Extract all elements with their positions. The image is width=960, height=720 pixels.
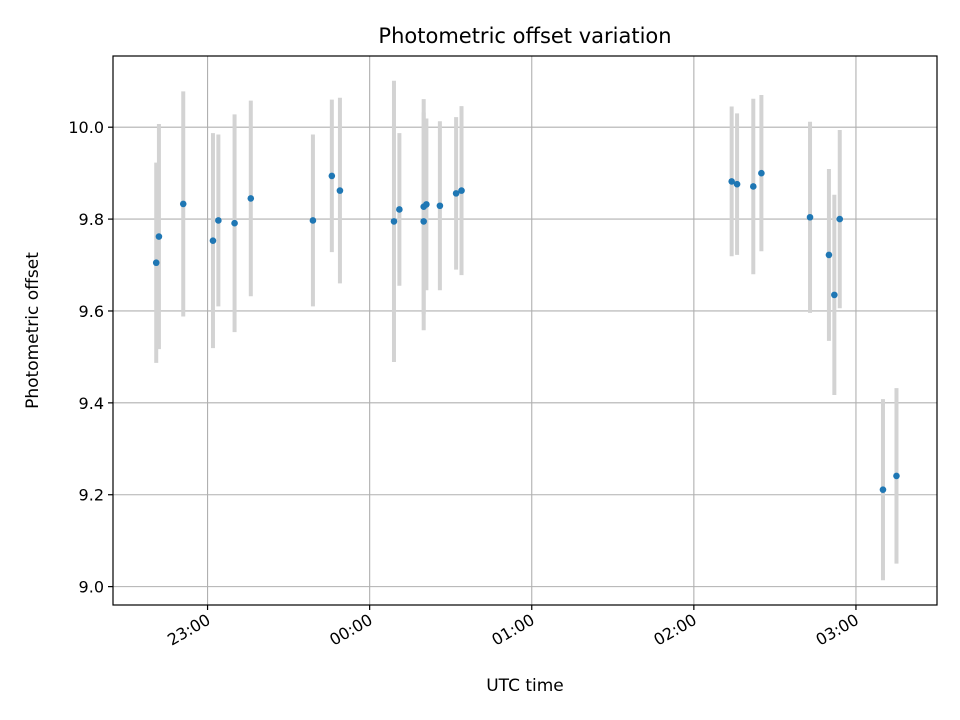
data-point [155, 233, 163, 240]
axis-ticks: 23:00 00:00 01:00 02:00 03:00 9.0 9.2 9.4 9.6 9.8… [68, 118, 862, 649]
y-tick-label: 9.2 [79, 486, 104, 505]
data-point [152, 259, 160, 267]
x-tick-label: 03:00 [813, 610, 862, 650]
data-point [396, 206, 403, 213]
data-point [806, 213, 814, 221]
x-axis-label: UTC time [486, 676, 564, 696]
data-point [831, 291, 838, 299]
data-point [825, 251, 833, 259]
x-tick-label: 00:00 [326, 610, 375, 650]
data-point [749, 183, 757, 190]
y-tick-label: 9.4 [79, 394, 104, 413]
data-point [336, 187, 344, 194]
data-point [728, 178, 735, 185]
data-point [423, 201, 430, 208]
y-tick-label: 9.8 [79, 210, 104, 229]
data-point [390, 218, 398, 225]
grid-lines [113, 56, 937, 605]
data-point [879, 486, 887, 493]
data-point [179, 200, 187, 208]
data-point [458, 187, 465, 194]
data-points [152, 169, 900, 493]
error-bars [154, 80, 899, 581]
data-point [733, 180, 741, 188]
y-tick-label: 9.6 [79, 302, 104, 321]
data-point [247, 195, 255, 202]
data-point [836, 215, 844, 223]
data-point [436, 202, 444, 210]
plot-frame [112, 55, 938, 606]
data-point [758, 169, 765, 177]
y-tick-label: 9.0 [79, 578, 104, 597]
data-point [420, 218, 427, 225]
data-point [215, 217, 222, 224]
x-tick-label: 23:00 [164, 610, 213, 650]
data-point [893, 472, 900, 480]
x-tick-label: 01:00 [488, 610, 537, 650]
data-point [328, 172, 336, 180]
data-point [452, 190, 460, 197]
data-point [209, 237, 217, 244]
y-axis-label: Photometric offset [23, 252, 43, 409]
chart-title: Photometric offset variation [378, 24, 671, 48]
x-tick-label: 02:00 [650, 610, 699, 650]
data-point [309, 217, 317, 224]
data-point [231, 219, 238, 227]
y-tick-label: 10.0 [68, 118, 104, 137]
